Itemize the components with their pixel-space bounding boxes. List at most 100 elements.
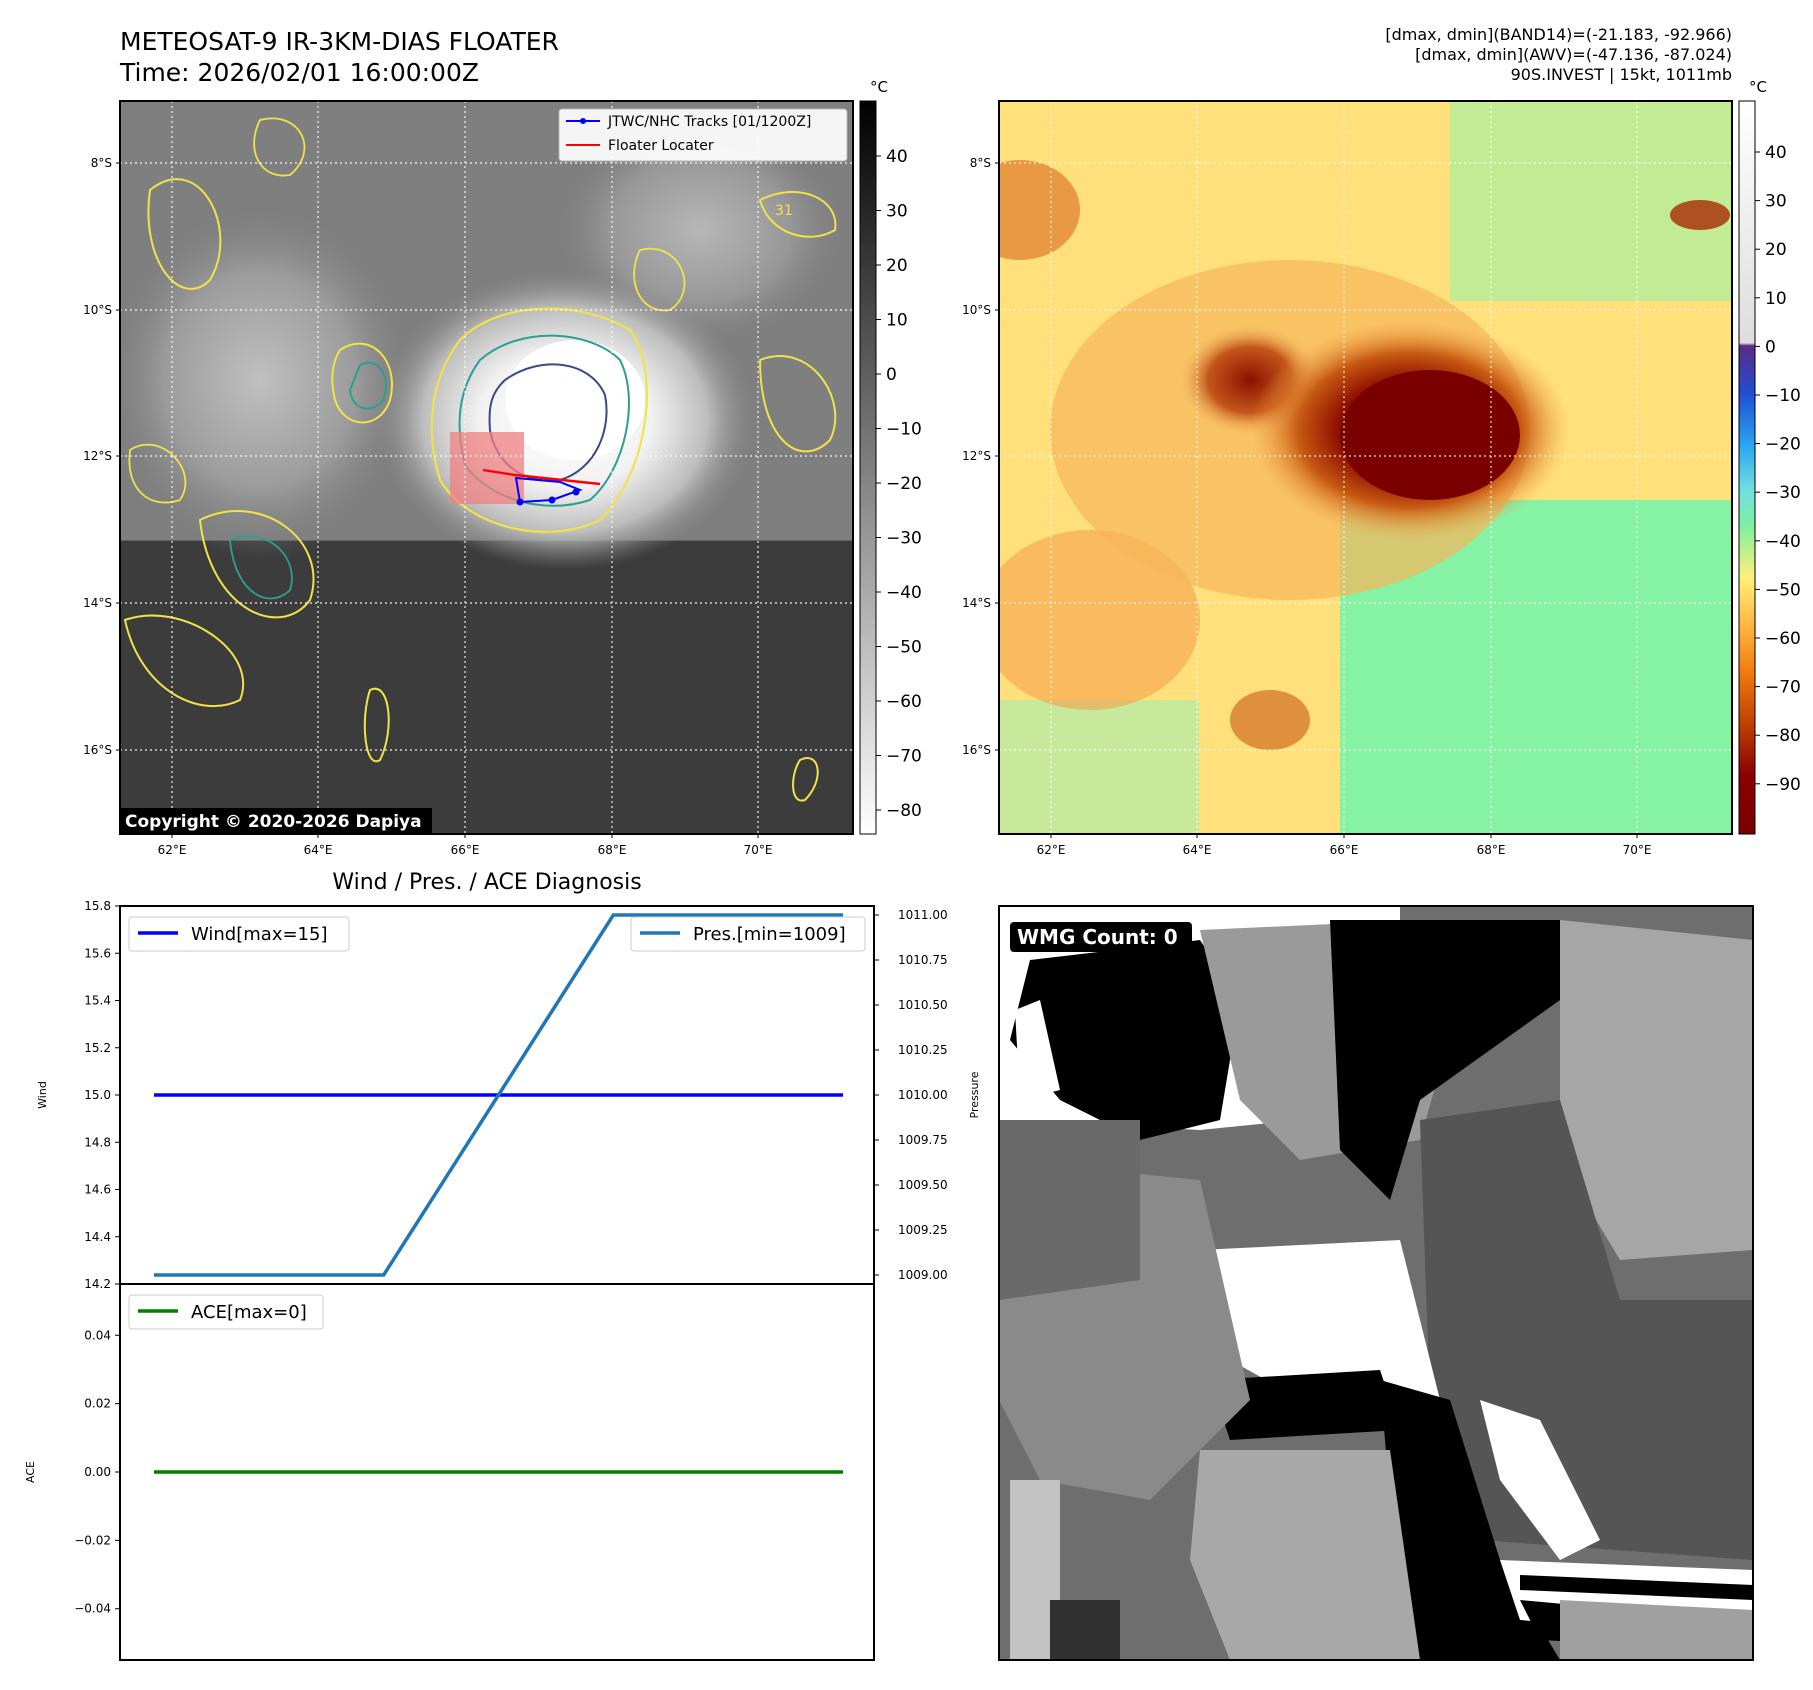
colorbar-tick: −10 [886, 420, 922, 440]
ace-axes: −0.04 −0.02 0.00 0.02 0.04 ACE ACE[max=0] [24, 1283, 875, 1661]
awv-colorbar-ticks: 40 30 20 10 0 −10 −20 −30 −40 −50 −60 −70 −80 −90 [1755, 143, 1801, 795]
wind-tick: 15.4 [84, 994, 111, 1008]
pressure-series-line [154, 913, 843, 1277]
pressure-tick: 1009.00 [898, 1268, 948, 1282]
ace-legend-label: ACE[max=0] [191, 1302, 307, 1323]
colorbar-tick: 10 [1765, 289, 1787, 309]
lon-label: 70°E [744, 843, 773, 857]
pressure-tick: 1010.50 [898, 998, 948, 1012]
ace-tick: 0.00 [84, 1465, 111, 1479]
lon-label: 62°E [158, 843, 187, 857]
lat-label: 10°S [83, 303, 112, 317]
pressure-axis-ticks: 1009.00 1009.25 1009.50 1009.75 1010.00 1010.… [874, 908, 948, 1282]
wind-tick: 14.8 [84, 1135, 111, 1149]
colorbar-tick: −60 [1765, 629, 1801, 649]
colorbar-tick: −80 [886, 801, 922, 821]
floater-locater-line [482, 468, 601, 486]
colorbar-tick: −80 [1765, 726, 1801, 746]
pressure-legend [630, 916, 866, 952]
band14-range: [dmax, dmin](BAND14)=(-21.183, -92.966) [1385, 25, 1732, 44]
pressure-tick: 1011.00 [898, 908, 948, 922]
colorbar-tick: −30 [886, 529, 922, 549]
wind-axis-ticks: 14.2 14.4 14.6 14.8 15.0 15.2 15.4 15.6 15.8 [84, 899, 120, 1291]
longitude-labels: 62°E 64°E 66°E 68°E 70°E 62°E 64°E 66°E 68°E 70°E [158, 834, 1652, 857]
colorbar-tick: 20 [886, 256, 908, 276]
pressure-tick: 1009.25 [898, 1223, 948, 1237]
awv-colorbar-unit: °C [1749, 78, 1767, 96]
jtwc-track [514, 476, 583, 504]
colorbar-tick: −70 [886, 747, 922, 767]
awv-map-panel [998, 100, 1733, 835]
wind-tick: 15.6 [84, 946, 111, 960]
ir-legend [558, 108, 848, 162]
colorbar-tick: −70 [1765, 678, 1801, 698]
colorbar-tick: 20 [1765, 240, 1787, 260]
colorbar-tick: −50 [886, 638, 922, 658]
wmg-panel: WMG Count: 0 [998, 905, 1754, 1661]
ace-legend [128, 1294, 324, 1330]
lat-label: 14°S [83, 596, 112, 610]
pressure-tick: 1009.50 [898, 1178, 948, 1192]
ace-tick: 0.02 [84, 1397, 111, 1411]
colorbar-tick: −40 [886, 583, 922, 603]
colorbar-tick: 0 [1765, 337, 1776, 357]
lon-label: 70°E [1623, 843, 1652, 857]
ir-colorbar-unit: °C [870, 78, 888, 96]
wind-tick: 15.8 [84, 899, 111, 913]
wind-tick: 14.4 [84, 1230, 111, 1244]
colorbar-tick: −40 [1765, 532, 1801, 552]
lon-label: 64°E [304, 843, 333, 857]
lat-label: 12°S [83, 449, 112, 463]
colorbar-tick: 10 [886, 311, 908, 331]
wmg-count-label: WMG Count: 0 [1017, 925, 1178, 949]
pressure-tick: 1009.75 [898, 1133, 948, 1147]
wind-tick: 15.2 [84, 1041, 111, 1055]
colorbar-tick: −60 [886, 692, 922, 712]
lat-label: 8°S [970, 156, 991, 170]
storm-info: 90S.INVEST | 15kt, 1011mb [1511, 65, 1732, 84]
wind-legend [128, 916, 350, 952]
pressure-tick: 1010.00 [898, 1088, 948, 1102]
wind-tick: 14.6 [84, 1183, 111, 1197]
colorbar-tick: 30 [886, 202, 908, 222]
colorbar-tick: 40 [886, 147, 908, 167]
ace-tick: −0.02 [74, 1533, 111, 1547]
legend-floater-label: Floater Locater [608, 138, 714, 154]
lon-label: 64°E [1183, 843, 1212, 857]
colorbar-tick: 0 [886, 365, 897, 385]
lat-label: 14°S [962, 596, 991, 610]
pressure-tick: 1010.75 [898, 953, 948, 967]
awv-colorbar: °C 40 30 20 10 0 −10 −20 −30 −40 −50 −60 −70 −80 −90 [1738, 78, 1801, 835]
lon-label: 62°E [1037, 843, 1066, 857]
ir-colorbar-ticks: 40 30 20 10 0 −10 −20 −30 −40 −50 −60 −70 −80 [876, 147, 922, 821]
pressure-tick: 1010.25 [898, 1043, 948, 1057]
wind-axis-label: Wind [36, 1081, 49, 1109]
lon-label: 68°E [1477, 843, 1506, 857]
wind-tick: 15.0 [84, 1088, 111, 1102]
pressure-legend-label: Pres.[min=1009] [693, 924, 846, 945]
colorbar-tick: 40 [1765, 143, 1787, 163]
colorbar-tick: −50 [1765, 580, 1801, 600]
colorbar-tick: 30 [1765, 192, 1787, 212]
lat-label: 12°S [962, 449, 991, 463]
colorbar-tick: −20 [886, 474, 922, 494]
latitude-labels: 8°S 10°S 12°S 14°S 16°S 8°S 10°S 12°S 14°S 16°S [83, 156, 999, 757]
wind-legend-label: Wind[max=15] [191, 924, 328, 945]
ace-axis-ticks: −0.04 −0.02 0.00 0.02 0.04 [74, 1328, 120, 1616]
lat-label: 8°S [91, 156, 112, 170]
wind-tick: 14.2 [84, 1277, 111, 1291]
lon-label: 68°E [598, 843, 627, 857]
ace-tick: −0.04 [74, 1602, 111, 1616]
wind-pressure-axes: 14.2 14.4 14.6 14.8 15.0 15.2 15.4 15.6 15.8 100… [36, 899, 981, 1291]
figure-time: Time: 2026/02/01 16:00:00Z [119, 58, 479, 87]
colorbar-tick: −90 [1765, 775, 1801, 795]
copyright-label: Copyright © 2020-2026 Dapiya [125, 812, 422, 832]
colorbar-tick: −30 [1765, 483, 1801, 503]
diagnosis-title: Wind / Pres. / ACE Diagnosis [332, 870, 641, 895]
contour-label: 31 [775, 203, 793, 219]
lon-label: 66°E [451, 843, 480, 857]
pressure-axis-label: Pressure [968, 1071, 981, 1118]
ace-tick: 0.04 [84, 1328, 111, 1342]
lat-label: 16°S [962, 743, 991, 757]
